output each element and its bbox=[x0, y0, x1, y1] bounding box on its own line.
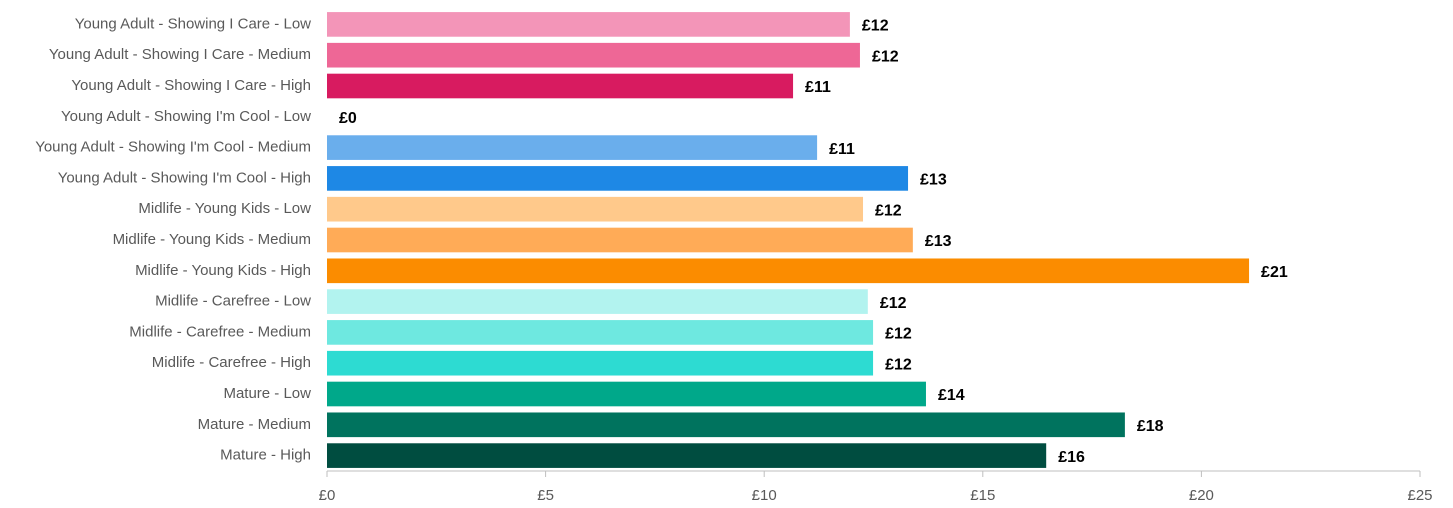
y-tick-label: Midlife - Carefree - High bbox=[152, 354, 311, 371]
value-label: £13 bbox=[925, 233, 952, 250]
x-tick-label: £10 bbox=[752, 487, 777, 504]
bar bbox=[327, 443, 1047, 468]
y-tick-label: Young Adult - Showing I'm Cool - Medium bbox=[35, 139, 311, 156]
value-label: £11 bbox=[805, 79, 831, 96]
bar bbox=[327, 196, 864, 222]
value-label: £12 bbox=[885, 326, 912, 343]
x-tick-label: £5 bbox=[537, 487, 554, 504]
y-tick-label: Mature - Medium bbox=[198, 416, 311, 433]
bar bbox=[327, 258, 1250, 284]
y-tick-label: Young Adult - Showing I'm Cool - Low bbox=[61, 108, 311, 125]
bar bbox=[327, 227, 913, 253]
bar bbox=[327, 135, 818, 160]
y-tick-label: Young Adult - Showing I'm Cool - High bbox=[58, 169, 311, 186]
value-label: £12 bbox=[875, 202, 902, 219]
x-tick-label: £15 bbox=[970, 487, 995, 504]
bar bbox=[327, 166, 909, 191]
y-tick-label: Midlife - Carefree - Medium bbox=[129, 323, 311, 340]
value-label: £13 bbox=[920, 172, 947, 189]
value-label: £18 bbox=[1137, 418, 1164, 435]
y-tick-label: Midlife - Carefree - Low bbox=[155, 293, 311, 310]
y-tick-label: Young Adult - Showing I Care - Medium bbox=[49, 46, 311, 63]
y-tick-label: Midlife - Young Kids - Low bbox=[138, 200, 311, 217]
value-label: £12 bbox=[885, 356, 912, 373]
y-tick-label: Midlife - Young Kids - Medium bbox=[113, 231, 311, 248]
x-tick-label: £25 bbox=[1407, 487, 1432, 504]
bar bbox=[327, 42, 860, 68]
value-label: £16 bbox=[1058, 449, 1085, 466]
value-label: £11 bbox=[829, 141, 855, 158]
y-tick-label: Young Adult - Showing I Care - High bbox=[71, 77, 311, 94]
value-label: £21 bbox=[1261, 264, 1288, 281]
y-tick-label: Young Adult - Showing I Care - Low bbox=[75, 15, 311, 32]
value-label: £12 bbox=[880, 295, 907, 312]
bar bbox=[327, 289, 868, 314]
value-label: £0 bbox=[339, 110, 357, 127]
bar bbox=[327, 412, 1125, 438]
bar bbox=[327, 381, 926, 407]
y-tick-label: Mature - High bbox=[220, 447, 311, 464]
bar bbox=[327, 350, 874, 376]
bar bbox=[327, 320, 874, 345]
bar bbox=[327, 12, 850, 37]
x-tick-label: £20 bbox=[1189, 487, 1214, 504]
bar bbox=[327, 73, 794, 99]
value-label: £12 bbox=[862, 18, 889, 35]
x-tick-label: £0 bbox=[319, 487, 336, 504]
y-tick-label: Midlife - Young Kids - High bbox=[135, 262, 311, 279]
y-tick-label: Mature - Low bbox=[223, 385, 311, 402]
value-label: £12 bbox=[872, 48, 899, 65]
value-label: £14 bbox=[938, 387, 965, 404]
